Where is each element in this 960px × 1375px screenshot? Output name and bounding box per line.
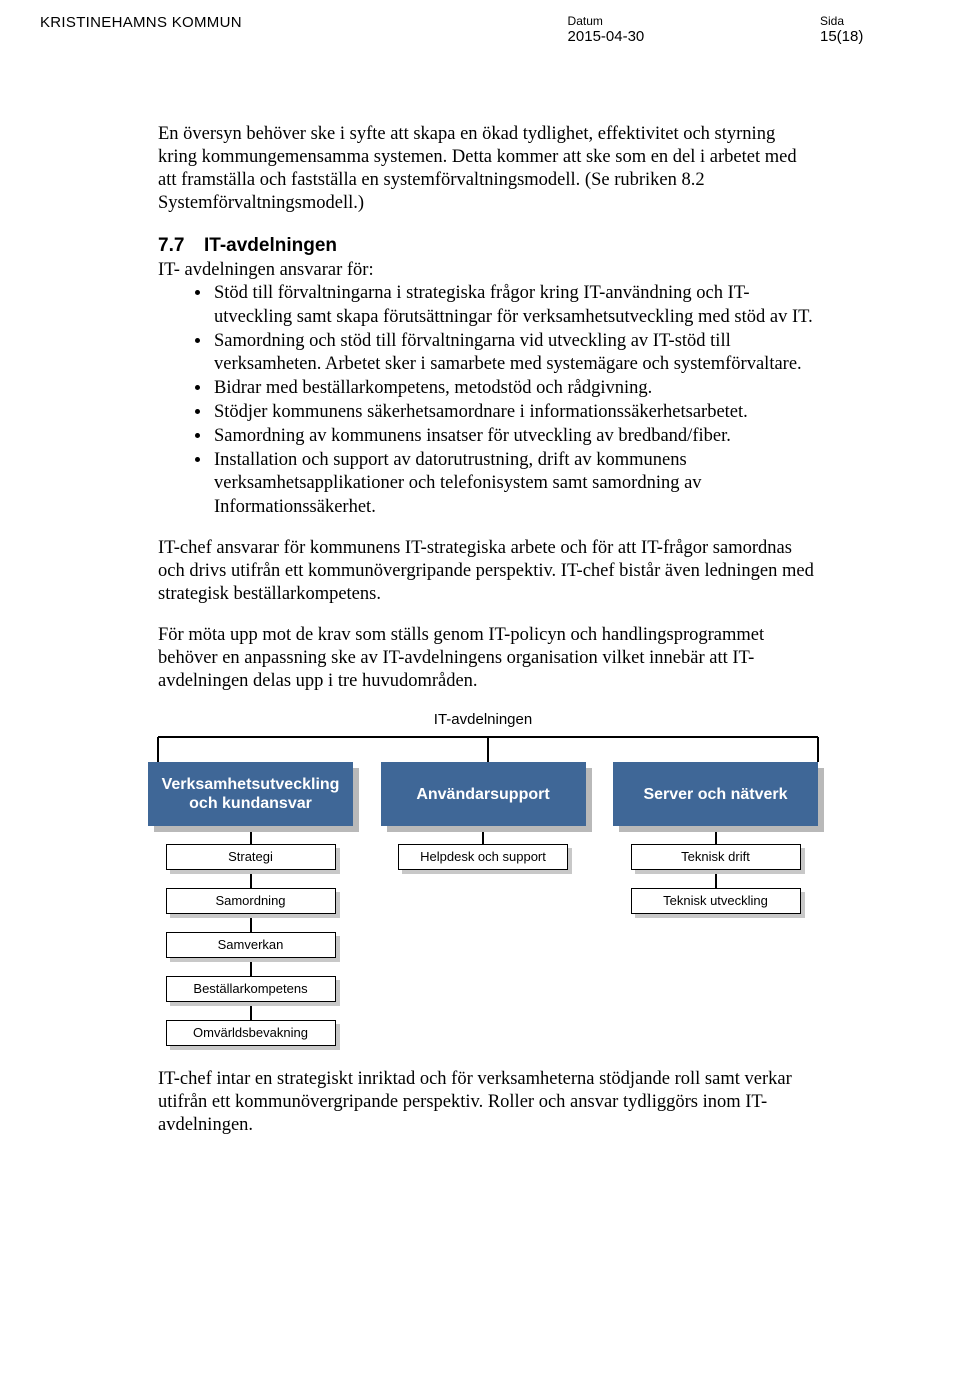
date-value: 2015-04-30 bbox=[568, 28, 645, 45]
org-subbox: Samverkan bbox=[166, 932, 336, 958]
org-subbox-label: Helpdesk och support bbox=[398, 844, 568, 870]
date-block: Datum 2015-04-30 bbox=[568, 14, 645, 45]
page-block: Sida 15(18) bbox=[820, 14, 880, 45]
bullet-item: Stödjer kommunens säkerhetsamordnare i i… bbox=[212, 401, 818, 424]
org-subbox: Teknisk drift bbox=[631, 844, 801, 870]
org-subbox: Teknisk utveckling bbox=[631, 888, 801, 914]
bullet-item: Bidrar med beställarkompetens, metodstöd… bbox=[212, 377, 818, 400]
org-subbox-label: Beställarkompetens bbox=[166, 976, 336, 1002]
org-subbox-label: Teknisk drift bbox=[631, 844, 801, 870]
org-chart-title: IT-avdelningen bbox=[148, 711, 818, 730]
section-number: 7.7 bbox=[158, 234, 204, 258]
body-content: En översyn behöver ske i syfte att skapa… bbox=[158, 123, 818, 1138]
org-subbox: Beställarkompetens bbox=[166, 976, 336, 1002]
lead-line: IT- avdelningen ansvarar för: bbox=[158, 259, 818, 282]
bullet-item: Stöd till förvaltningarna i strategiska … bbox=[212, 282, 818, 328]
org-mainbox-label: Användarsupport bbox=[381, 762, 586, 826]
org-subbox: Strategi bbox=[166, 844, 336, 870]
org-connectors bbox=[148, 736, 828, 762]
org-mainbox: Verksamhetsutveckling och kundansvar bbox=[148, 762, 353, 826]
org-chart: IT-avdelningen Verksamhetsutveckling och… bbox=[148, 711, 818, 1046]
intro-paragraph: En översyn behöver ske i syfte att skapa… bbox=[158, 123, 818, 216]
org-subbox-label: Samordning bbox=[166, 888, 336, 914]
section-heading: 7.7IT-avdelningen bbox=[158, 234, 818, 258]
org-mainbox: Server och nätverk bbox=[613, 762, 818, 826]
section-title: IT-avdelningen bbox=[204, 235, 337, 256]
page-header: KRISTINEHAMNS KOMMUN Datum 2015-04-30 Si… bbox=[40, 14, 880, 45]
org-column: Server och nätverk Teknisk drift Teknisk u… bbox=[613, 762, 818, 1046]
org-column: Användarsupport Helpdesk och support bbox=[381, 762, 586, 1046]
org-mainbox-label: Verksamhetsutveckling och kundansvar bbox=[148, 762, 353, 826]
paragraph-3: För möta upp mot de krav som ställs geno… bbox=[158, 624, 818, 693]
org-subbox-label: Omvärldsbevakning bbox=[166, 1020, 336, 1046]
paragraph-4: IT-chef intar en strategiskt inriktad oc… bbox=[158, 1068, 818, 1137]
org-subbox-label: Samverkan bbox=[166, 932, 336, 958]
bullet-item: Samordning och stöd till förvaltningarna… bbox=[212, 330, 818, 376]
org-subbox-label: Teknisk utveckling bbox=[631, 888, 801, 914]
bullet-item: Samordning av kommunens insatser för utv… bbox=[212, 425, 818, 448]
bullets-list: Stöd till förvaltningarna i strategiska … bbox=[158, 282, 818, 518]
org-subbox: Helpdesk och support bbox=[398, 844, 568, 870]
page-label: Sida bbox=[820, 14, 880, 28]
org-mainbox-label: Server och nätverk bbox=[613, 762, 818, 826]
date-label: Datum bbox=[568, 14, 645, 28]
org-mainbox: Användarsupport bbox=[381, 762, 586, 826]
page-value: 15(18) bbox=[820, 28, 880, 45]
org-column: Verksamhetsutveckling och kundansvar Stra… bbox=[148, 762, 353, 1046]
bullet-item: Installation och support av datorutrustn… bbox=[212, 449, 818, 518]
org-name: KRISTINEHAMNS KOMMUN bbox=[40, 14, 242, 45]
org-subbox-label: Strategi bbox=[166, 844, 336, 870]
org-subbox: Omvärldsbevakning bbox=[166, 1020, 336, 1046]
paragraph-2: IT-chef ansvarar för kommunens IT-strate… bbox=[158, 537, 818, 606]
org-subbox: Samordning bbox=[166, 888, 336, 914]
